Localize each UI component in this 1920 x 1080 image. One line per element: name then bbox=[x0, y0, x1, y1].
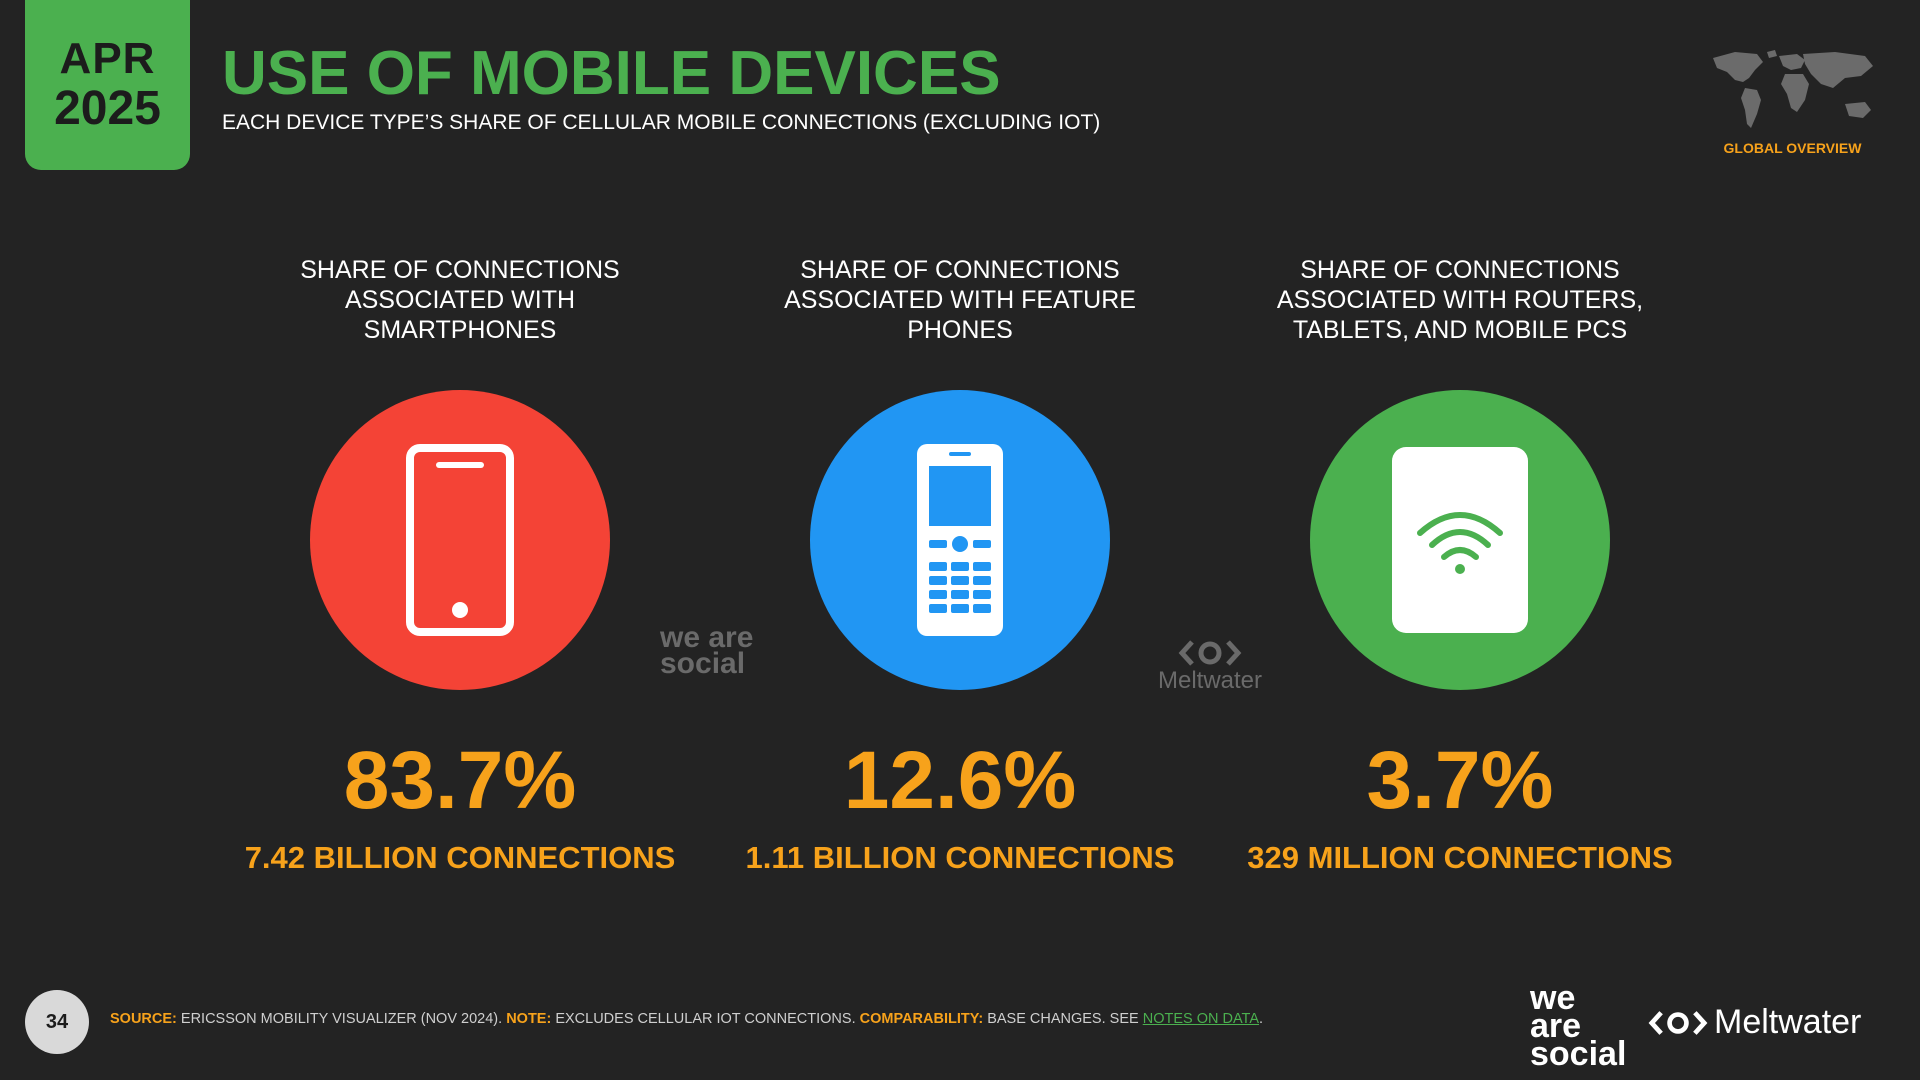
page-number: 34 bbox=[25, 990, 89, 1054]
stat-heading: SHARE OF CONNECTIONS ASSOCIATED WITH FEA… bbox=[784, 256, 1136, 344]
meltwater-logo-text: Meltwater bbox=[1714, 1003, 1862, 1041]
we-are-social-watermark: we are social bbox=[660, 621, 754, 680]
stat-value: 3.7% bbox=[1366, 735, 1554, 826]
meltwater-logo: Meltwater bbox=[1648, 1003, 1861, 1042]
footer-end: . bbox=[1259, 1011, 1264, 1027]
note-label: NOTE: bbox=[506, 1011, 552, 1027]
smartphone-icon bbox=[406, 444, 514, 636]
page-subtitle: EACH DEVICE TYPE’S SHARE OF CELLULAR MOB… bbox=[222, 111, 1101, 134]
meltwater-watermark: Meltwater bbox=[1150, 638, 1270, 695]
world-map-icon bbox=[1705, 48, 1880, 133]
meltwater-watermark-text: Meltwater bbox=[1157, 667, 1263, 695]
stat-value: 83.7% bbox=[343, 735, 577, 826]
footer-source: SOURCE: ERICSSON MOBILITY VISUALIZER (NO… bbox=[110, 1011, 1263, 1027]
badge-year: 2025 bbox=[54, 82, 161, 135]
stat-subvalue: 329 MILLION CONNECTIONS bbox=[1247, 840, 1673, 875]
stat-subvalue: 1.11 BILLION CONNECTIONS bbox=[745, 840, 1175, 875]
was-line1: we bbox=[1530, 979, 1576, 1017]
stat-heading: SHARE OF CONNECTIONS ASSOCIATED WITH ROU… bbox=[1276, 256, 1644, 344]
stat-subvalue: 7.42 BILLION CONNECTIONS bbox=[244, 840, 676, 875]
was-line3: social bbox=[1530, 1034, 1627, 1073]
section-label: GLOBAL OVERVIEW bbox=[1723, 140, 1862, 156]
router-wifi-icon bbox=[1392, 447, 1528, 633]
meltwater-logo-icon bbox=[1648, 1010, 1708, 1035]
was-line2: are bbox=[1530, 1006, 1582, 1045]
meltwater-logo-icon bbox=[1178, 640, 1242, 666]
source-text: ERICSSON MOBILITY VISUALIZER (NOV 2024). bbox=[180, 1011, 503, 1027]
stat-value: 12.6% bbox=[843, 735, 1077, 826]
notes-on-data-link[interactable]: NOTES ON DATA bbox=[1142, 1011, 1259, 1027]
feature-phone-icon bbox=[917, 444, 1003, 636]
stat-routers-tablets: SHARE OF CONNECTIONS ASSOCIATED WITH ROU… bbox=[1200, 255, 1720, 876]
smartphone-circle bbox=[310, 390, 610, 690]
date-badge: APR 2025 bbox=[25, 0, 190, 170]
page-title: USE OF MOBILE DEVICES bbox=[222, 39, 1001, 108]
stat-smartphones: SHARE OF CONNECTIONS ASSOCIATED WITH SMA… bbox=[200, 255, 720, 876]
stat-heading: SHARE OF CONNECTIONS ASSOCIATED WITH SMA… bbox=[300, 256, 620, 344]
source-label: SOURCE: bbox=[110, 1011, 177, 1027]
router-circle bbox=[1310, 390, 1610, 690]
comparability-text: BASE CHANGES. SEE bbox=[987, 1011, 1139, 1027]
stat-feature-phones: SHARE OF CONNECTIONS ASSOCIATED WITH FEA… bbox=[700, 255, 1220, 876]
we-are-social-logo: we are social bbox=[1530, 979, 1627, 1073]
feature-phone-circle bbox=[810, 390, 1110, 690]
comparability-label: COMPARABILITY: bbox=[859, 1011, 984, 1027]
note-text: EXCLUDES CELLULAR IOT CONNECTIONS. bbox=[555, 1011, 856, 1027]
badge-month: APR bbox=[59, 34, 156, 83]
